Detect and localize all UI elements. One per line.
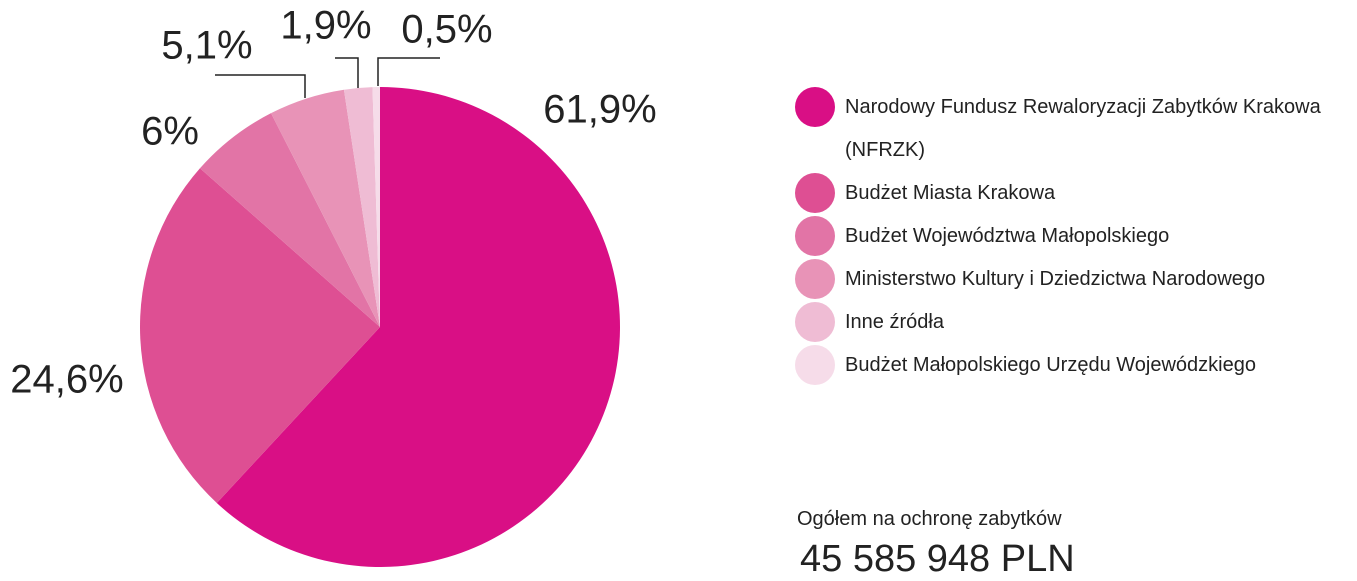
data-label: 6% <box>141 110 199 154</box>
legend-swatch <box>795 216 835 256</box>
legend-swatch <box>795 87 835 127</box>
pie-slice <box>372 87 380 327</box>
leader-line <box>335 57 359 88</box>
data-label: 5,1% <box>161 24 252 68</box>
legend-label: Budżet Małopolskiego Urzędu Wojewódzkieg… <box>845 354 1256 376</box>
legend-label: Ministerstwo Kultury i Dziedzictwa Narod… <box>845 268 1266 290</box>
legend-label: Inne źródła <box>845 311 944 333</box>
legend-item: Ministerstwo Kultury i Dziedzictwa Narod… <box>795 258 1355 301</box>
total-value: 45 585 948 PLN <box>800 538 1075 580</box>
data-label: 61,9% <box>543 88 656 132</box>
leader-line <box>377 57 440 86</box>
legend-swatch <box>795 259 835 299</box>
legend-label: Narodowy Fundusz Rewaloryzacji Zabytków … <box>845 96 1321 161</box>
legend-item: Budżet Miasta Krakowa <box>795 172 1355 215</box>
legend-item: Inne źródła <box>795 301 1355 344</box>
pie-slice <box>271 89 380 328</box>
data-label: 24,6% <box>10 358 123 402</box>
pie-slice <box>216 87 620 567</box>
legend-label: Budżet Województwa Małopolskiego <box>845 225 1170 247</box>
total-label: Ogółem na ochronę zabytków <box>797 508 1062 530</box>
leader-line <box>215 74 306 98</box>
pie-slice <box>343 87 380 327</box>
legend-label: Budżet Miasta Krakowa <box>845 182 1056 204</box>
legend-item: Budżet Województwa Małopolskiego <box>795 215 1355 258</box>
legend-item: Narodowy Fundusz Rewaloryzacji Zabytków … <box>795 86 1355 172</box>
pie-slice <box>199 113 380 327</box>
pie-slice <box>139 168 380 503</box>
legend-swatch <box>795 173 835 213</box>
legend: Narodowy Fundusz Rewaloryzacji Zabytków … <box>795 86 1355 387</box>
data-label: 0,5% <box>401 8 492 52</box>
legend-item: Budżet Małopolskiego Urzędu Wojewódzkieg… <box>795 344 1355 387</box>
legend-swatch <box>795 345 835 385</box>
data-label: 1,9% <box>280 4 371 48</box>
legend-swatch <box>795 302 835 342</box>
